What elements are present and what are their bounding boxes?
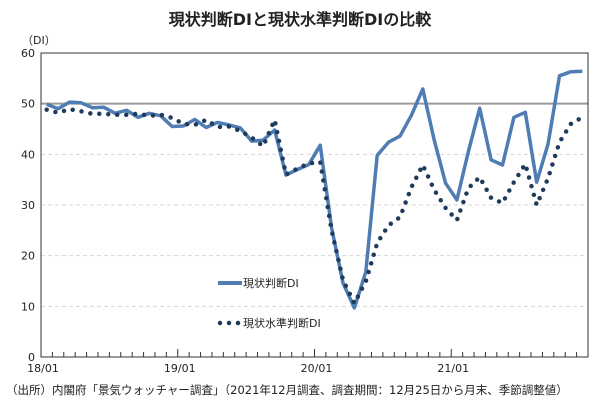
y-tick-label: 40 xyxy=(21,148,35,161)
y-tick-label: 50 xyxy=(21,98,35,111)
x-tick-label: 20/01 xyxy=(301,362,333,375)
series-line-genjo-handan xyxy=(46,69,583,310)
series-lines xyxy=(44,69,585,310)
axes: 0 10 20 30 40 50 60 18/01 19/01 20/01 21/01 xyxy=(21,47,589,375)
legend: 現状判断DI 現状水準判断DI xyxy=(217,276,321,330)
y-tick-label: 10 xyxy=(21,300,35,313)
source-note: （出所）内閣府「景気ウォッチャー調査」（2021年12月調査、調査期間：12月2… xyxy=(6,383,568,397)
gridlines xyxy=(41,102,588,307)
x-tick-label: 19/01 xyxy=(164,362,196,375)
y-tick-label: 0 xyxy=(28,351,35,364)
y-tick-label: 60 xyxy=(21,47,35,60)
y-axis-unit-label: （DI） xyxy=(22,34,56,47)
series-line-genjo-suijun xyxy=(44,106,585,306)
chart-title: 現状判断DIと現状水準判断DIの比較 xyxy=(168,10,432,29)
y-tick-label: 30 xyxy=(21,199,35,212)
legend-label: 現状水準判断DI xyxy=(243,316,321,330)
x-tick-label: 18/01 xyxy=(27,362,59,375)
y-tick-label: 20 xyxy=(21,250,35,263)
legend-label: 現状判断DI xyxy=(243,276,299,290)
x-tick-label: 21/01 xyxy=(437,362,469,375)
